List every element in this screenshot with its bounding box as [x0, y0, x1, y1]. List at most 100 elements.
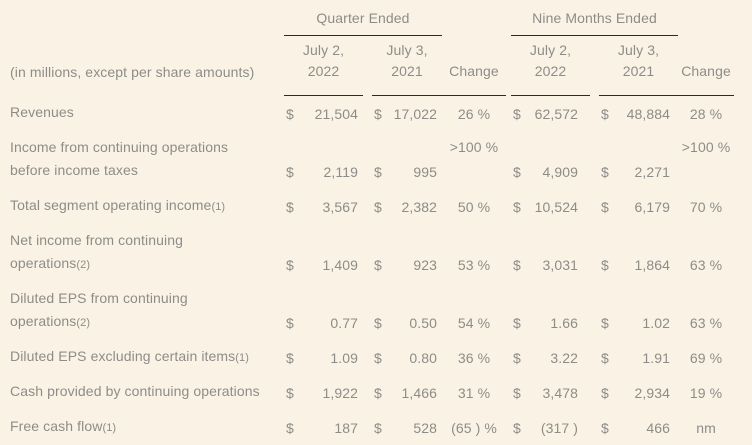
nine-months-2021-value-cell: $1.02	[599, 282, 678, 340]
table-row: Free cash flow(1) $187 $528 (65 ) % $ (31…	[0, 410, 752, 445]
nine-months-change-cell: >100 %	[681, 138, 731, 155]
nine-months-change-cell: 70 %	[689, 198, 723, 215]
nine-months-2022-value-cell: $3.22	[511, 340, 590, 375]
dollar-sign: $	[286, 256, 294, 273]
dollar-sign: $	[513, 384, 521, 401]
column-header-quarter-2022: July 2, 2022	[284, 35, 363, 96]
quarter-2022-value-cell: $21,504	[284, 96, 363, 131]
nine-months-change-cell: 19 %	[689, 384, 723, 401]
nine-months-2022-value-cell: $62,572	[511, 96, 590, 131]
row-label: Revenues	[10, 103, 74, 120]
quarter-2022-value-cell: $1,409	[284, 224, 363, 282]
nine-months-change-cell: 69 %	[689, 349, 723, 366]
nine-months-change-cell: 28 %	[689, 105, 723, 122]
quarter-2021-value-cell: $995	[372, 131, 442, 189]
quarter-2021-value-cell: $923	[372, 224, 442, 282]
dollar-sign: $	[286, 349, 294, 366]
dollar-sign: $	[601, 198, 609, 215]
table-row: Income from continuing operations before…	[0, 131, 752, 189]
dollar-sign: $	[513, 105, 521, 122]
dollar-sign: $	[374, 419, 382, 436]
quarter-2021-value-cell: $17,022	[372, 96, 442, 131]
dollar-sign: $	[286, 105, 294, 122]
nine-months-change-cell: 63 %	[689, 314, 723, 331]
quarter-change-cell: 53 %	[457, 256, 491, 273]
table-row: Cash provided by continuing operations $…	[0, 375, 752, 410]
dollar-sign: $	[513, 163, 521, 180]
column-header-nine-months-change: Change	[678, 35, 735, 96]
nine-months-2022-value-cell: $3,031	[511, 224, 590, 282]
dollar-sign: $	[513, 419, 521, 436]
nine-months-2021-value-cell: $1,864	[599, 224, 678, 282]
nine-months-2021-value-cell: $466	[599, 410, 678, 445]
dollar-sign: $	[513, 198, 521, 215]
nine-months-2021-value-cell: $6,179	[599, 189, 678, 224]
dollar-sign: $	[374, 163, 382, 180]
column-header-nine-months-2021: July 3, 2021	[599, 35, 679, 96]
dollar-sign: $	[374, 384, 382, 401]
dollar-sign: $	[374, 105, 382, 122]
nine-months-ended-group-header: Nine Months Ended	[511, 0, 679, 36]
quarter-2021-value-cell: $0.50	[372, 282, 442, 340]
quarter-change-cell: 36 %	[457, 349, 491, 366]
nine-months-2021-value-cell: $48,884	[599, 96, 678, 131]
quarter-2022-value-cell: $0.77	[284, 282, 363, 340]
table-row: Revenues $21,504 $17,022 26 % $62,572 $4…	[0, 96, 752, 131]
row-label: Diluted EPS excluding certain items(1)	[10, 347, 250, 364]
quarter-2021-value-cell: $1,466	[372, 375, 442, 410]
dollar-sign: $	[513, 314, 521, 331]
table-row: Diluted EPS from continuing operations(2…	[0, 282, 752, 340]
quarter-change-cell: 31 %	[457, 384, 491, 401]
column-header-row: (in millions, except per share amounts) …	[0, 35, 752, 96]
row-label: Cash provided by continuing operations	[10, 382, 260, 399]
dollar-sign: $	[374, 198, 382, 215]
quarter-2022-value-cell: $3,567	[284, 189, 363, 224]
row-label: Total segment operating income(1)	[10, 196, 226, 213]
dollar-sign: $	[286, 198, 294, 215]
nine-months-2021-value-cell: $1.91	[599, 340, 678, 375]
dollar-sign: $	[601, 163, 609, 180]
dollar-sign: $	[601, 314, 609, 331]
quarter-change-cell: (65 ) %	[451, 419, 497, 436]
row-label: Net income from continuing operations(2)	[10, 231, 184, 271]
dollar-sign: $	[601, 105, 609, 122]
dollar-sign: $	[286, 163, 294, 180]
quarter-change-cell: 26 %	[457, 105, 491, 122]
nine-months-2021-value-cell: $2,271	[599, 131, 678, 189]
row-label: Free cash flow(1)	[10, 417, 117, 434]
dollar-sign: $	[601, 384, 609, 401]
dollar-sign: $	[601, 419, 609, 436]
group-header-row: Quarter Ended Nine Months Ended	[0, 0, 752, 36]
quarter-2021-value-cell: $0.80	[372, 340, 442, 375]
nine-months-2022-value-cell: $3,478	[511, 375, 590, 410]
quarter-2022-value-cell: $1.09	[284, 340, 363, 375]
nine-months-change-cell: 63 %	[689, 256, 723, 273]
column-header-quarter-change: Change	[442, 35, 506, 96]
row-label: Income from continuing operations before…	[10, 138, 229, 178]
nine-months-change-cell: nm	[696, 419, 716, 436]
dollar-sign: $	[286, 419, 294, 436]
nine-months-2022-value-cell: $1.66	[511, 282, 590, 340]
dollar-sign: $	[601, 349, 609, 366]
quarter-2022-value-cell: $1,922	[284, 375, 363, 410]
quarter-change-cell: >100 %	[449, 138, 499, 155]
table-row: Diluted EPS excluding certain items(1) $…	[0, 340, 752, 375]
nine-months-2022-value-cell: $10,524	[511, 189, 590, 224]
nine-months-2022-value-cell: $ (317 )	[511, 410, 590, 445]
table-row: Total segment operating income(1) $3,567…	[0, 189, 752, 224]
quarter-2022-value-cell: $2,119	[284, 131, 363, 189]
table-caption: (in millions, except per share amounts)	[10, 63, 255, 80]
nine-months-2022-value-cell: $4,909	[511, 131, 590, 189]
dollar-sign: $	[286, 384, 294, 401]
column-header-quarter-2021: July 3, 2021	[372, 35, 442, 96]
dollar-sign: $	[286, 314, 294, 331]
table-row: Net income from continuing operations(2)…	[0, 224, 752, 282]
dollar-sign: $	[374, 256, 382, 273]
quarter-ended-group-header: Quarter Ended	[284, 0, 442, 36]
dollar-sign: $	[374, 314, 382, 331]
dollar-sign: $	[601, 256, 609, 273]
dollar-sign: $	[374, 349, 382, 366]
quarter-change-cell: 54 %	[457, 314, 491, 331]
quarter-change-cell: 50 %	[457, 198, 491, 215]
